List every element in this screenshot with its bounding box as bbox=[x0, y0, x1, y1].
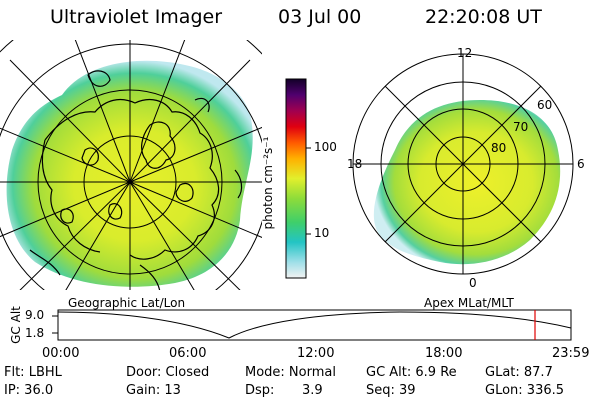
polar-plot bbox=[352, 53, 574, 275]
status-glon: GLon: 336.5 bbox=[485, 383, 565, 398]
geographic-map bbox=[0, 40, 262, 290]
status-gain: Gain: 13 bbox=[126, 383, 181, 398]
altitude-curve bbox=[57, 311, 572, 339]
coastlines bbox=[29, 70, 243, 290]
mlt-label-12: 12 bbox=[457, 46, 473, 60]
status-door: Door: Closed bbox=[126, 365, 210, 380]
lat-label-60: 60 bbox=[537, 98, 553, 112]
status-mode: Mode: Normal bbox=[245, 365, 336, 380]
altitude-frame bbox=[57, 309, 572, 341]
mlt-label-6: 6 bbox=[577, 157, 585, 171]
instrument-title: Ultraviolet Imager bbox=[50, 6, 223, 28]
time-tick-1200: 12:00 bbox=[297, 346, 335, 361]
aurora-image-right bbox=[373, 100, 561, 265]
colorbar-tick-10: 10 bbox=[314, 226, 330, 240]
lat-label-70: 70 bbox=[513, 120, 529, 134]
geographic-caption: Geographic Lat/Lon bbox=[68, 296, 186, 310]
time-label: 22:20:08 UT bbox=[425, 6, 542, 28]
time-tick-1800: 18:00 bbox=[425, 346, 463, 361]
mlt-label-18: 18 bbox=[347, 157, 363, 171]
status-flt: Flt: LBHL bbox=[4, 365, 62, 380]
time-tick-0000: 00:00 bbox=[42, 346, 80, 361]
altitude-axis-label: GC Alt bbox=[9, 306, 23, 344]
status-glat: GLat: 87.7 bbox=[485, 365, 553, 380]
alt-tick-1-8: 1.8 bbox=[25, 326, 45, 340]
apex-caption: Apex MLat/MLT bbox=[424, 296, 514, 310]
lat-label-80: 80 bbox=[491, 141, 507, 155]
color-bar bbox=[285, 78, 311, 279]
status-seq: Seq: 39 bbox=[366, 383, 416, 398]
color-scale bbox=[285, 78, 307, 279]
time-tick-0600: 06:00 bbox=[169, 346, 207, 361]
mlt-label-0: 0 bbox=[469, 276, 477, 290]
status-dsp-value: 3.9 bbox=[302, 383, 323, 398]
date-label: 03 Jul 00 bbox=[278, 6, 362, 28]
status-gc-alt: GC Alt: 6.9 Re bbox=[366, 365, 457, 380]
status-dsp: Dsp: bbox=[245, 383, 275, 398]
colorbar-unit-label: photon cm⁻²s⁻¹ bbox=[261, 136, 275, 230]
time-tick-2359: 23:59 bbox=[552, 346, 590, 361]
status-ip: IP: 36.0 bbox=[4, 383, 54, 398]
altitude-plot bbox=[52, 309, 572, 341]
colorbar-tick-100: 100 bbox=[314, 140, 337, 154]
alt-tick-9: 9.0 bbox=[25, 308, 45, 322]
